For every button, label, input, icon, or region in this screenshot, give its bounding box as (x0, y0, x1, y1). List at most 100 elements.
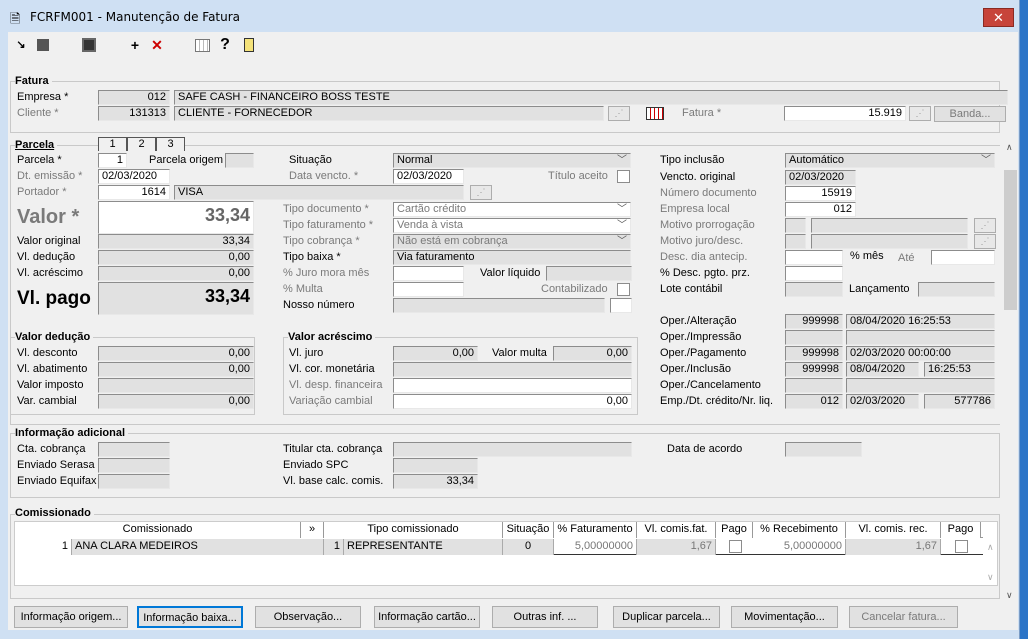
tipo-faturamento-value: Venda à vista (397, 219, 464, 231)
desp-financeira-field[interactable] (393, 378, 632, 393)
vencto-field[interactable]: 02/03/2020 (393, 169, 464, 184)
lancamento-field (918, 282, 995, 297)
valor-field[interactable]: 33,34 (98, 201, 254, 234)
portador-code-field[interactable]: 1614 (98, 185, 170, 200)
ate-field[interactable] (931, 250, 995, 265)
informacao-cartao-button[interactable]: Informação cartão... (374, 606, 480, 628)
row-pct-rec[interactable]: 5,00000000 (757, 539, 846, 555)
motivo-juro-lookup[interactable]: ⋰ (974, 234, 996, 249)
nosso-numero-label: Nosso número (283, 299, 355, 311)
observacao-button[interactable]: Observação... (255, 606, 361, 628)
oper-date-field: 02/03/2020 (846, 394, 919, 409)
informacao-origem-button[interactable]: Informação origem... (14, 606, 128, 628)
column-header[interactable]: % Faturamento (554, 522, 637, 538)
oper-date-field: 02/03/2020 00:00:00 (846, 346, 995, 361)
fatura-number-field[interactable]: 15.919 (784, 106, 906, 121)
calendar-icon[interactable] (646, 107, 664, 120)
row-vl-fat: 1,67 (637, 539, 716, 555)
desc-dia-field[interactable] (785, 250, 843, 265)
scrollbar-thumb[interactable] (1004, 170, 1017, 310)
desc-pgto-field[interactable] (785, 266, 843, 281)
table-row[interactable]: 1 ANA CLARA MEDEIROS 1 REPRESENTANTE 0 5,0000… (15, 539, 983, 555)
row-pago-fat-checkbox[interactable] (729, 540, 742, 553)
oper-date-field: 08/04/2020 (846, 362, 919, 377)
numero-documento-field[interactable]: 15919 (785, 186, 856, 201)
fatura-lookup-button[interactable]: ⋰ (909, 106, 931, 121)
empresa-code-field[interactable]: 012 (98, 90, 170, 105)
form-scrollbar[interactable]: ∧ ∨ (1003, 140, 1018, 605)
scroll-down-icon[interactable]: ∨ (987, 572, 994, 582)
column-header[interactable]: » (301, 522, 324, 538)
tipo-documento-select[interactable]: Cartão crédito ﹀ (393, 202, 631, 217)
parcela-field[interactable]: 1 (98, 153, 127, 168)
empresa-label: Empresa * (17, 91, 69, 103)
oper-date-field: 08/04/2020 16:25:53 (846, 314, 995, 329)
desc-dia-label: Desc. dia antecip. (660, 251, 748, 263)
add-icon[interactable]: + (130, 37, 140, 53)
oper-label: Emp./Dt. crédito/Nr. liq. (660, 395, 774, 407)
row-pago-rec-checkbox[interactable] (955, 540, 968, 553)
oper-code-field: 999998 (785, 314, 843, 329)
exit-door-icon[interactable] (240, 36, 258, 54)
multa-field[interactable] (393, 282, 464, 297)
delete-icon[interactable]: ✕ (151, 37, 163, 53)
scroll-up-icon[interactable]: ∧ (987, 542, 994, 552)
motivo-juro-code[interactable] (785, 234, 806, 249)
close-button[interactable]: ✕ (983, 8, 1014, 27)
cliente-lookup-button[interactable]: ⋰ (608, 106, 630, 121)
emissao-field[interactable]: 02/03/2020 (98, 169, 170, 184)
fatura-number-label: Fatura * (682, 107, 722, 119)
tab-parcela-1[interactable]: 1 (98, 137, 127, 151)
tab-parcela-2[interactable]: 2 (127, 137, 156, 151)
valor-deducao-group (10, 337, 255, 415)
numero-documento-label: Número documento (660, 187, 757, 199)
deducao-row-field (98, 378, 254, 393)
column-header[interactable]: Comissionado (15, 522, 301, 538)
banda-button[interactable]: Banda... (934, 106, 1006, 122)
row-pct-fat[interactable]: 5,00000000 (554, 539, 637, 555)
titular-label: Titular cta. cobrança (283, 443, 383, 455)
column-header[interactable]: Vl. comis.fat. (637, 522, 716, 538)
juro-mora-field[interactable] (393, 266, 464, 281)
empresa-local-field[interactable]: 012 (785, 202, 856, 217)
column-header[interactable]: Tipo comissionado (324, 522, 503, 538)
scroll-down-icon[interactable]: ∨ (1006, 590, 1013, 600)
column-header[interactable]: Vl. comis. rec. (846, 522, 941, 538)
outras-inf-button[interactable]: Outras inf. ... (492, 606, 598, 628)
tipo-cobranca-select[interactable]: Não está em cobrança ﹀ (393, 234, 631, 249)
tab-parcela-3[interactable]: 3 (156, 137, 185, 151)
motivo-prorrogacao-code[interactable] (785, 218, 806, 233)
informacao-baixa-button[interactable]: Informação baixa... (137, 606, 243, 628)
scroll-up-icon[interactable]: ∧ (1006, 142, 1013, 152)
motivo-prorrogacao-lookup[interactable]: ⋰ (974, 218, 996, 233)
titulo-aceito-checkbox[interactable] (617, 170, 630, 183)
tipo-cobranca-label: Tipo cobrança * (283, 235, 360, 247)
column-header[interactable]: Pago (941, 522, 981, 538)
variacao-cambial-field[interactable]: 0,00 (393, 394, 632, 409)
column-header[interactable]: % Recebimento (753, 522, 846, 538)
cor-monetaria-field (393, 362, 632, 377)
cascade-icon[interactable] (34, 36, 52, 54)
situacao-select[interactable]: Normal ﹀ (393, 153, 631, 168)
toolbar: ↘ + ✕ ? (8, 32, 1018, 58)
duplicar-parcela-button[interactable]: Duplicar parcela... (613, 606, 720, 628)
oper-code-field (785, 330, 843, 345)
movimentacao-button[interactable]: Movimentação... (731, 606, 838, 628)
help-icon[interactable]: ? (220, 36, 230, 53)
contabilizado-label: Contabilizado (541, 283, 608, 295)
save-icon[interactable] (80, 36, 98, 54)
cancelar-fatura-button[interactable]: Cancelar fatura... (849, 606, 958, 628)
calendar-icon[interactable] (194, 36, 212, 54)
cliente-code-field[interactable]: 131313 (98, 106, 170, 121)
tipo-faturamento-select[interactable]: Venda à vista ﹀ (393, 218, 631, 233)
portador-lookup-button[interactable]: ⋰ (470, 185, 492, 200)
select-arrow-icon[interactable]: ↘ (16, 39, 26, 51)
contabilizado-checkbox[interactable] (617, 283, 630, 296)
desktop-edge (1020, 0, 1028, 639)
column-header[interactable]: Situação (503, 522, 554, 538)
tipo-inclusao-select[interactable]: Automático ﹀ (785, 153, 995, 168)
column-header[interactable]: Pago (716, 522, 753, 538)
vencto-label: Data vencto. * (289, 170, 359, 182)
row-code[interactable]: 1 (15, 539, 72, 555)
nosso-numero-digit-field[interactable] (610, 298, 632, 313)
